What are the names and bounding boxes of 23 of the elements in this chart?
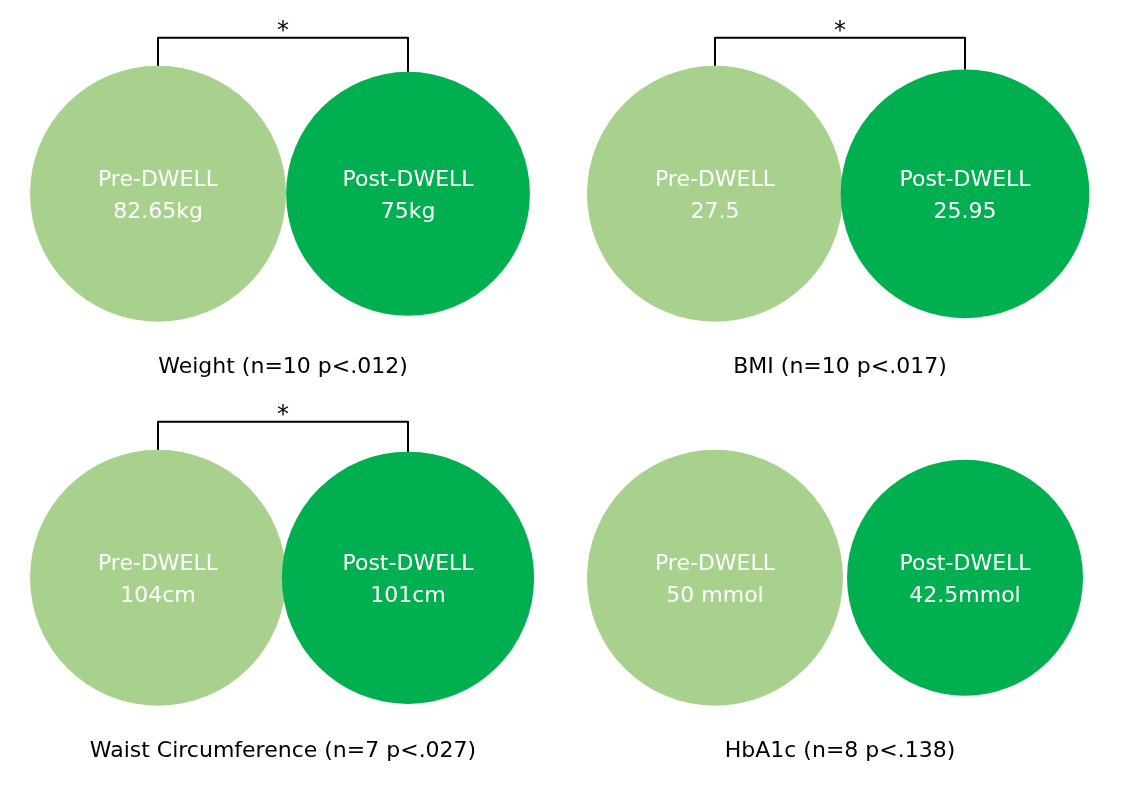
category-label: Pre-DWELL — [97, 549, 219, 575]
text: * — [277, 16, 289, 45]
text: Weight (n=10 p<.012) — [158, 352, 408, 378]
category-label: Post-DWELL — [899, 549, 1032, 575]
data-label: 75kg — [380, 197, 436, 223]
text: * — [277, 400, 289, 429]
text: Waist Circumference (n=7 p<.027) — [89, 736, 477, 762]
category-label: Pre-DWELL — [654, 549, 776, 575]
category-label: Post-DWELL — [342, 165, 475, 191]
category-label: Pre-DWELL — [97, 165, 219, 191]
data-label: 82.65kg — [113, 197, 203, 223]
text: * — [834, 16, 846, 45]
data-label: 25.95 — [933, 197, 997, 223]
text: HbA1c (n=8 p<.138) — [724, 736, 956, 762]
category-label: Post-DWELL — [899, 165, 1032, 191]
data-label: 104cm — [120, 581, 196, 607]
category-label: Post-DWELL — [342, 549, 475, 575]
data-label: 27.5 — [690, 197, 740, 223]
data-label: 50 mmol — [666, 581, 764, 607]
text: BMI (n=10 p<.017) — [733, 352, 947, 378]
data-label: 101cm — [370, 581, 446, 607]
data-label: 42.5mmol — [909, 581, 1021, 607]
category-label: Pre-DWELL — [654, 165, 776, 191]
